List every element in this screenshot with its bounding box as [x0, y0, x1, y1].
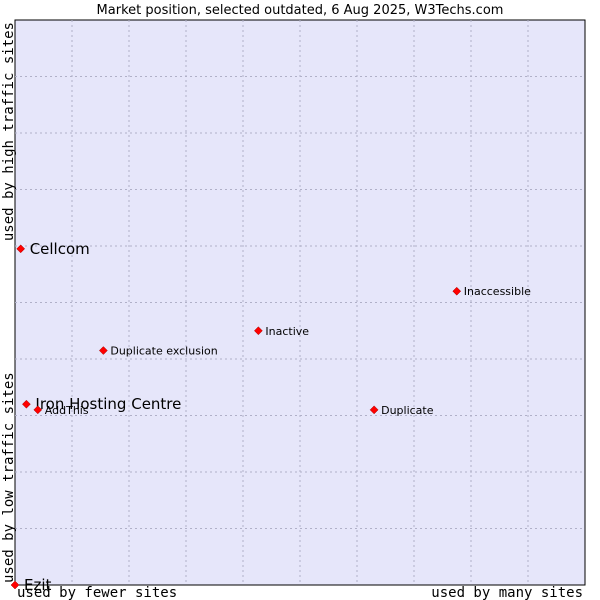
grid: [15, 20, 585, 585]
point-label: Iron Hosting Centre: [35, 395, 181, 413]
point-marker[interactable]: [452, 286, 462, 296]
data-point[interactable]: Iron Hosting Centre: [22, 395, 181, 413]
chart-title: Market position, selected outdated, 6 Au…: [97, 3, 504, 18]
point-label: Duplicate: [381, 404, 434, 417]
point-marker[interactable]: [16, 244, 26, 254]
data-point[interactable]: AddThis: [33, 404, 89, 417]
data-point[interactable]: Cellcom: [16, 240, 90, 258]
point-label: Inactive: [265, 325, 309, 338]
point-marker[interactable]: [10, 580, 20, 590]
point-label: Duplicate exclusion: [110, 345, 217, 358]
point-label: AddThis: [45, 404, 89, 417]
data-point[interactable]: Duplicate: [369, 404, 434, 417]
point-marker[interactable]: [369, 405, 379, 415]
point-marker[interactable]: [33, 405, 43, 415]
x-axis-label-left: used by fewer sites: [17, 585, 177, 600]
point-marker[interactable]: [98, 346, 108, 355]
data-point[interactable]: Inactive: [254, 325, 309, 338]
point-marker[interactable]: [22, 399, 31, 409]
data-points: Cellcom Inaccessible Inactive Duplicate exc…: [10, 240, 531, 594]
y-axis-label-top: used by high traffic sites: [1, 22, 17, 241]
point-label: Ezit: [24, 576, 52, 594]
point-marker[interactable]: [254, 326, 263, 336]
data-point[interactable]: Inaccessible: [452, 285, 531, 298]
y-axis-label-bottom: used by low traffic sites: [1, 372, 17, 583]
data-point[interactable]: Duplicate exclusion: [98, 345, 218, 358]
point-label: Cellcom: [30, 240, 90, 258]
x-axis-label-right: used by many sites: [431, 585, 583, 600]
point-label: Inaccessible: [464, 285, 531, 298]
data-point[interactable]: Ezit: [10, 576, 52, 594]
